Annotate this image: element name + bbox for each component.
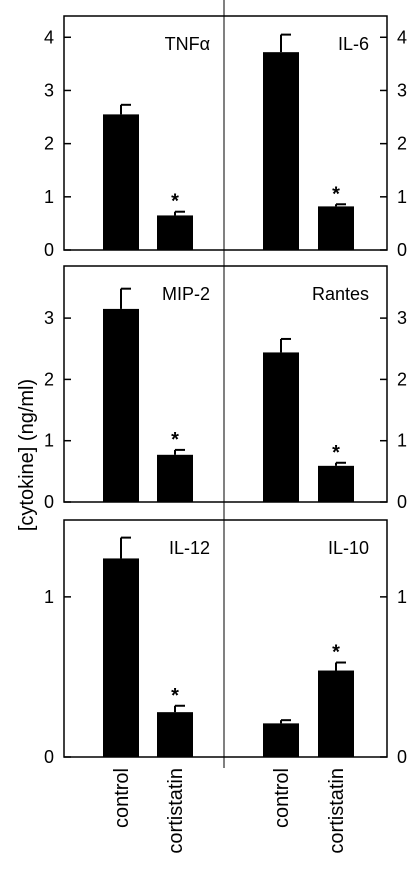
y-tick-label-left: 2 xyxy=(44,369,54,389)
y-tick-label-right: 3 xyxy=(397,308,407,328)
y-tick-label-right: 1 xyxy=(397,587,407,607)
significance-marker-tnf: * xyxy=(171,191,179,213)
significance-marker-il-10: * xyxy=(332,642,340,664)
bar-il-12-control xyxy=(103,558,139,757)
bar-il-6-cortistatin xyxy=(318,206,354,250)
y-tick-label-left: 3 xyxy=(44,80,54,100)
y-tick-label-right: 0 xyxy=(397,747,407,767)
significance-marker-mip-2: * xyxy=(171,429,179,451)
significance-marker-rantes: * xyxy=(332,442,340,464)
y-tick-label-right: 1 xyxy=(397,187,407,207)
y-tick-label-right: 0 xyxy=(397,492,407,512)
bar-rantes-control xyxy=(263,352,299,502)
y-tick-label-left: 0 xyxy=(44,492,54,512)
significance-marker-il-6: * xyxy=(332,183,340,205)
significance-marker-il-12: * xyxy=(171,685,179,707)
y-tick-label-left: 1 xyxy=(44,187,54,207)
y-tick-label-left: 3 xyxy=(44,308,54,328)
bar-il-6-control xyxy=(263,52,299,250)
y-tick-label-left: 1 xyxy=(44,431,54,451)
panel-label-il-12: IL-12 xyxy=(169,538,210,558)
y-tick-label-right: 2 xyxy=(397,369,407,389)
panel-label-tnf: TNFα xyxy=(165,34,210,54)
panel-row-frame-1 xyxy=(63,15,388,251)
y-tick-label-left: 0 xyxy=(44,747,54,767)
y-tick-label-left: 0 xyxy=(44,240,54,260)
y-tick-label-right: 1 xyxy=(397,431,407,451)
panel-row-frame-3 xyxy=(63,519,388,758)
panel-label-mip-2: MIP-2 xyxy=(162,284,210,304)
y-tick-label-left: 4 xyxy=(44,27,54,47)
bar-mip-2-cortistatin xyxy=(157,454,193,502)
x-category-label-control: control xyxy=(111,768,133,828)
bar-marks xyxy=(103,33,354,757)
panel-label-il-6: IL-6 xyxy=(338,34,369,54)
bar-il-12-cortistatin xyxy=(157,712,193,757)
bar-rantes-cortistatin xyxy=(318,465,354,502)
y-tick-label-right: 2 xyxy=(397,134,407,154)
x-category-label-control: control xyxy=(271,768,293,828)
bar-tnf-control xyxy=(103,114,139,251)
bar-il-10-control xyxy=(263,723,299,757)
y-tick-label-left: 2 xyxy=(44,134,54,154)
y-tick-label-left: 1 xyxy=(44,587,54,607)
x-category-label-cortistatin: cortistatin xyxy=(165,768,187,854)
y-tick-label-right: 4 xyxy=(397,27,407,47)
bar-il-10-cortistatin xyxy=(318,670,354,757)
text-labels: 0 0 1 1 2 2 3 3 4 4 * TNFα * IL-6 0 0 1 1 2 2 3 3 * MIP-2 * Rante… xyxy=(44,27,407,853)
axis-ticks xyxy=(64,36,387,758)
bar-mip-2-control xyxy=(103,308,139,502)
panel-frames xyxy=(63,0,388,768)
y-tick-label-right: 3 xyxy=(397,80,407,100)
bar-tnf-cortistatin xyxy=(157,215,193,250)
x-category-label-cortistatin: cortistatin xyxy=(326,768,348,854)
panel-label-il-10: IL-10 xyxy=(328,538,369,558)
panel-label-rantes: Rantes xyxy=(312,284,369,304)
y-axis-label: [cytokine] (ng/ml) xyxy=(16,379,38,531)
y-tick-label-right: 0 xyxy=(397,240,407,260)
panel-row-frame-2 xyxy=(63,265,388,503)
